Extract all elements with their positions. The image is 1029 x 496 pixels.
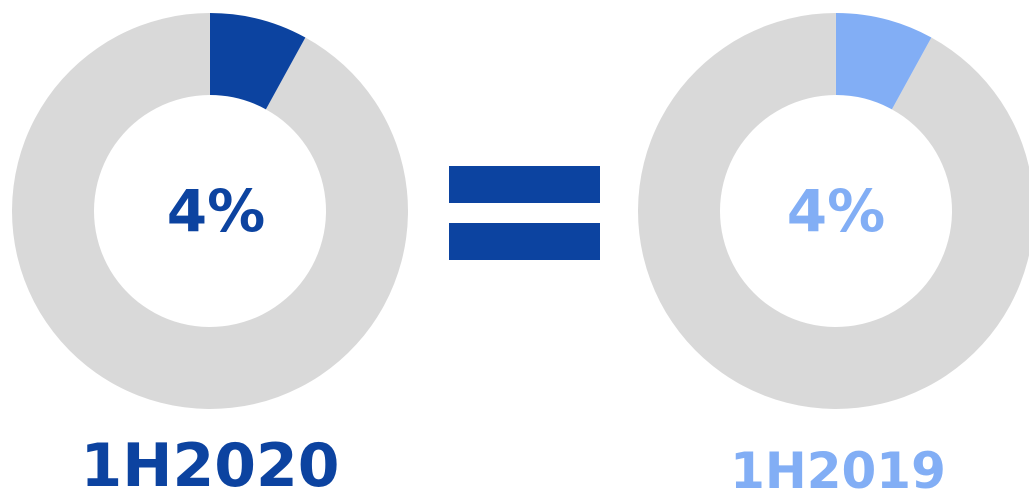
period-label: 1H2020 bbox=[81, 431, 340, 496]
donut-slice-highlight bbox=[210, 13, 306, 110]
donut-slice-highlight bbox=[836, 13, 932, 110]
center-value-label: 4% bbox=[167, 177, 265, 245]
donut-chart-1h2020: 4% 1H2020 bbox=[12, 13, 409, 496]
period-label: 1H2019 bbox=[730, 442, 946, 496]
donut-slice-remainder bbox=[638, 13, 1029, 409]
equals-bar-bottom bbox=[449, 223, 600, 260]
donut-slice-remainder bbox=[12, 13, 409, 410]
equals-icon bbox=[449, 166, 600, 260]
donut-chart-1h2019: 4% 1H2019 bbox=[638, 13, 1029, 496]
equals-bar-top bbox=[449, 166, 600, 203]
center-value-label: 4% bbox=[787, 177, 885, 245]
